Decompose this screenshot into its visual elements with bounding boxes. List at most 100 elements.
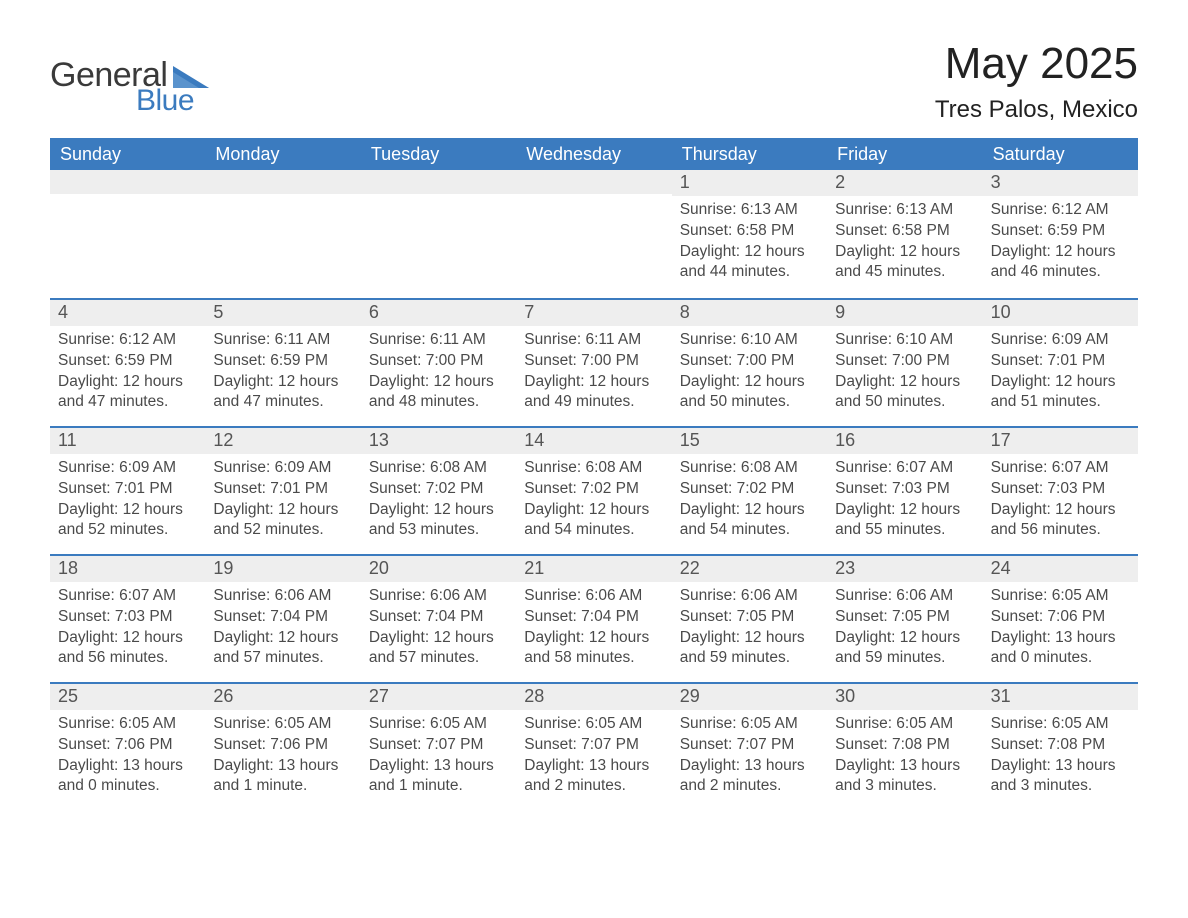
day-details: Sunrise: 6:06 AMSunset: 7:04 PMDaylight:… bbox=[361, 582, 516, 680]
sunrise-line: Sunrise: 6:06 AM bbox=[680, 586, 819, 607]
day-number: 24 bbox=[983, 556, 1138, 581]
day-number: 7 bbox=[516, 300, 671, 325]
calendar-day-cell: 17Sunrise: 6:07 AMSunset: 7:03 PMDayligh… bbox=[983, 428, 1138, 554]
day-number: 4 bbox=[50, 300, 205, 325]
day-number: 25 bbox=[50, 684, 205, 709]
day-details: Sunrise: 6:09 AMSunset: 7:01 PMDaylight:… bbox=[205, 454, 360, 552]
sunset-line: Sunset: 7:00 PM bbox=[835, 351, 974, 372]
sunrise-line: Sunrise: 6:11 AM bbox=[369, 330, 508, 351]
sunrise-line: Sunrise: 6:05 AM bbox=[991, 586, 1130, 607]
sunrise-line: Sunrise: 6:08 AM bbox=[369, 458, 508, 479]
day-details: Sunrise: 6:12 AMSunset: 6:59 PMDaylight:… bbox=[50, 326, 205, 424]
calendar-week-row: 25Sunrise: 6:05 AMSunset: 7:06 PMDayligh… bbox=[50, 682, 1138, 810]
day-details: Sunrise: 6:05 AMSunset: 7:08 PMDaylight:… bbox=[827, 710, 982, 808]
sunset-line: Sunset: 7:02 PM bbox=[680, 479, 819, 500]
calendar-day-cell: 22Sunrise: 6:06 AMSunset: 7:05 PMDayligh… bbox=[672, 556, 827, 682]
calendar-day-cell: 12Sunrise: 6:09 AMSunset: 7:01 PMDayligh… bbox=[205, 428, 360, 554]
sunset-line: Sunset: 7:07 PM bbox=[369, 735, 508, 756]
calendar-day-cell: 8Sunrise: 6:10 AMSunset: 7:00 PMDaylight… bbox=[672, 300, 827, 426]
calendar-day-cell: 14Sunrise: 6:08 AMSunset: 7:02 PMDayligh… bbox=[516, 428, 671, 554]
calendar-day-cell: 28Sunrise: 6:05 AMSunset: 7:07 PMDayligh… bbox=[516, 684, 671, 810]
sunset-line: Sunset: 6:59 PM bbox=[58, 351, 197, 372]
sunset-line: Sunset: 7:00 PM bbox=[680, 351, 819, 372]
brand-logo: General Blue bbox=[50, 40, 209, 116]
day-number: 10 bbox=[983, 300, 1138, 325]
day-details: Sunrise: 6:06 AMSunset: 7:05 PMDaylight:… bbox=[672, 582, 827, 680]
day-number bbox=[361, 170, 516, 194]
sunset-line: Sunset: 6:58 PM bbox=[680, 221, 819, 242]
calendar-day-cell: 10 Sunrise: 6:09 AMSunset: 7:01 PMDayligh… bbox=[983, 300, 1138, 426]
sunrise-line: Sunrise: 6:06 AM bbox=[369, 586, 508, 607]
calendar-day-cell: 30Sunrise: 6:05 AMSunset: 7:08 PMDayligh… bbox=[827, 684, 982, 810]
daylight-line: Daylight: 13 hours and 1 minute. bbox=[213, 756, 352, 798]
dow-header-cell: Sunday bbox=[50, 140, 205, 170]
day-number: 26 bbox=[205, 684, 360, 709]
sunrise-line: Sunrise: 6:10 AM bbox=[835, 330, 974, 351]
sunset-line: Sunset: 7:01 PM bbox=[991, 351, 1130, 372]
daylight-line: Daylight: 12 hours and 50 minutes. bbox=[680, 372, 819, 414]
daylight-line: Daylight: 13 hours and 3 minutes. bbox=[991, 756, 1130, 798]
sunrise-line: Sunrise: 6:12 AM bbox=[58, 330, 197, 351]
flag-icon bbox=[173, 66, 209, 88]
day-details bbox=[361, 194, 516, 274]
sunset-line: Sunset: 7:06 PM bbox=[213, 735, 352, 756]
sunset-line: Sunset: 6:59 PM bbox=[991, 221, 1130, 242]
sunset-line: Sunset: 7:00 PM bbox=[524, 351, 663, 372]
calendar-day-cell: 15Sunrise: 6:08 AMSunset: 7:02 PMDayligh… bbox=[672, 428, 827, 554]
daylight-line: Daylight: 12 hours and 50 minutes. bbox=[835, 372, 974, 414]
sunrise-line: Sunrise: 6:11 AM bbox=[524, 330, 663, 351]
sunrise-line: Sunrise: 6:08 AM bbox=[524, 458, 663, 479]
sunrise-line: Sunrise: 6:13 AM bbox=[680, 200, 819, 221]
daylight-line: Daylight: 12 hours and 54 minutes. bbox=[524, 500, 663, 542]
calendar-day-cell: 27Sunrise: 6:05 AMSunset: 7:07 PMDayligh… bbox=[361, 684, 516, 810]
weeks-container: 1Sunrise: 6:13 AMSunset: 6:58 PMDaylight… bbox=[50, 170, 1138, 810]
day-number: 13 bbox=[361, 428, 516, 453]
daylight-line: Daylight: 12 hours and 53 minutes. bbox=[369, 500, 508, 542]
calendar-day-cell: 3Sunrise: 6:12 AMSunset: 6:59 PMDaylight… bbox=[983, 170, 1138, 298]
sunrise-line: Sunrise: 6:06 AM bbox=[524, 586, 663, 607]
day-number: 12 bbox=[205, 428, 360, 453]
day-details: Sunrise: 6:06 AMSunset: 7:04 PMDaylight:… bbox=[205, 582, 360, 680]
day-details: Sunrise: 6:05 AMSunset: 7:07 PMDaylight:… bbox=[672, 710, 827, 808]
day-number: 8 bbox=[672, 300, 827, 325]
daylight-line: Daylight: 12 hours and 47 minutes. bbox=[58, 372, 197, 414]
day-number: 22 bbox=[672, 556, 827, 581]
sunset-line: Sunset: 7:03 PM bbox=[835, 479, 974, 500]
daylight-line: Daylight: 12 hours and 58 minutes. bbox=[524, 628, 663, 670]
day-details: Sunrise: 6:08 AMSunset: 7:02 PMDaylight:… bbox=[672, 454, 827, 552]
calendar-day-cell: 2Sunrise: 6:13 AMSunset: 6:58 PMDaylight… bbox=[827, 170, 982, 298]
calendar-day-cell: 4Sunrise: 6:12 AMSunset: 6:59 PMDaylight… bbox=[50, 300, 205, 426]
sunset-line: Sunset: 7:08 PM bbox=[835, 735, 974, 756]
calendar-day-cell bbox=[50, 170, 205, 298]
sunset-line: Sunset: 7:02 PM bbox=[369, 479, 508, 500]
sunrise-line: Sunrise: 6:09 AM bbox=[213, 458, 352, 479]
dow-header-cell: Friday bbox=[827, 140, 982, 170]
day-details: Sunrise: 6:11 AMSunset: 6:59 PMDaylight:… bbox=[205, 326, 360, 424]
daylight-line: Daylight: 12 hours and 54 minutes. bbox=[680, 500, 819, 542]
daylight-line: Daylight: 13 hours and 2 minutes. bbox=[524, 756, 663, 798]
day-number: 9 bbox=[827, 300, 982, 325]
daylight-line: Daylight: 12 hours and 44 minutes. bbox=[680, 242, 819, 284]
daylight-line: Daylight: 12 hours and 45 minutes. bbox=[835, 242, 974, 284]
sunrise-line: Sunrise: 6:05 AM bbox=[369, 714, 508, 735]
day-number: 1 bbox=[672, 170, 827, 195]
sunset-line: Sunset: 7:03 PM bbox=[991, 479, 1130, 500]
day-details: Sunrise: 6:11 AMSunset: 7:00 PMDaylight:… bbox=[361, 326, 516, 424]
daylight-line: Daylight: 12 hours and 52 minutes. bbox=[58, 500, 197, 542]
calendar-day-cell: 7Sunrise: 6:11 AMSunset: 7:00 PMDaylight… bbox=[516, 300, 671, 426]
daylight-line: Daylight: 12 hours and 51 minutes. bbox=[991, 372, 1130, 414]
sunrise-line: Sunrise: 6:05 AM bbox=[680, 714, 819, 735]
sunrise-line: Sunrise: 6:07 AM bbox=[991, 458, 1130, 479]
daylight-line: Daylight: 13 hours and 3 minutes. bbox=[835, 756, 974, 798]
logo-text-blue: Blue bbox=[136, 86, 209, 116]
day-number: 14 bbox=[516, 428, 671, 453]
sunrise-line: Sunrise: 6:09 AM bbox=[991, 330, 1130, 351]
sunrise-line: Sunrise: 6:05 AM bbox=[213, 714, 352, 735]
calendar-day-cell: 18Sunrise: 6:07 AMSunset: 7:03 PMDayligh… bbox=[50, 556, 205, 682]
dow-header-cell: Thursday bbox=[672, 140, 827, 170]
daylight-line: Daylight: 13 hours and 2 minutes. bbox=[680, 756, 819, 798]
daylight-line: Daylight: 13 hours and 0 minutes. bbox=[991, 628, 1130, 670]
daylight-line: Daylight: 12 hours and 46 minutes. bbox=[991, 242, 1130, 284]
daylight-line: Daylight: 13 hours and 0 minutes. bbox=[58, 756, 197, 798]
day-number bbox=[50, 170, 205, 194]
